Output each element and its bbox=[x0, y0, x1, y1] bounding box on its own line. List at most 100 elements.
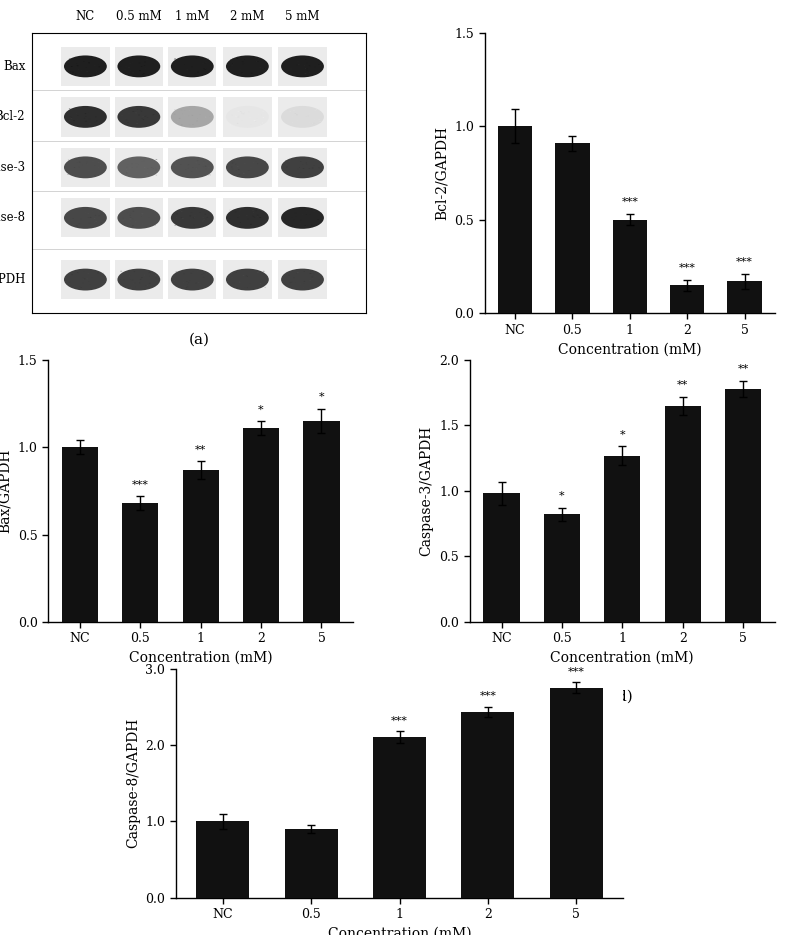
Bar bbox=[604, 455, 640, 622]
Ellipse shape bbox=[171, 156, 213, 179]
Text: ***: *** bbox=[736, 257, 753, 267]
Text: 2 mM: 2 mM bbox=[230, 10, 264, 22]
Text: Caspase-8: Caspase-8 bbox=[0, 211, 26, 224]
Text: Bax: Bax bbox=[3, 60, 26, 73]
X-axis label: Concentration (mM): Concentration (mM) bbox=[328, 927, 471, 935]
Y-axis label: Bcl-2/GAPDH: Bcl-2/GAPDH bbox=[435, 126, 449, 220]
Bar bbox=[665, 406, 701, 622]
Ellipse shape bbox=[281, 156, 324, 179]
Bar bbox=[62, 198, 109, 237]
Ellipse shape bbox=[226, 207, 268, 229]
Ellipse shape bbox=[281, 55, 324, 78]
Bar bbox=[114, 148, 163, 187]
Bar bbox=[278, 260, 327, 299]
Ellipse shape bbox=[117, 268, 161, 291]
Y-axis label: Bax/GAPDH: Bax/GAPDH bbox=[0, 449, 12, 533]
Text: **: ** bbox=[737, 365, 749, 374]
Bar bbox=[223, 148, 272, 187]
Bar bbox=[62, 260, 109, 299]
Text: Bcl-2: Bcl-2 bbox=[0, 110, 26, 123]
Ellipse shape bbox=[117, 156, 161, 179]
Bar bbox=[461, 712, 515, 898]
Text: 0.5 mM: 0.5 mM bbox=[116, 10, 161, 22]
Bar bbox=[278, 198, 327, 237]
Ellipse shape bbox=[64, 156, 107, 179]
Bar bbox=[284, 828, 338, 898]
Text: ***: *** bbox=[132, 480, 149, 490]
Text: ***: *** bbox=[679, 263, 696, 273]
Text: GAPDH: GAPDH bbox=[0, 273, 26, 286]
Bar bbox=[114, 198, 163, 237]
Bar bbox=[183, 470, 219, 622]
Bar bbox=[483, 494, 519, 622]
Bar bbox=[114, 97, 163, 137]
Text: ***: *** bbox=[479, 691, 496, 701]
Ellipse shape bbox=[281, 207, 324, 229]
Text: NC: NC bbox=[76, 10, 95, 22]
X-axis label: Concentration (mM): Concentration (mM) bbox=[558, 342, 702, 356]
Bar bbox=[62, 148, 109, 187]
Ellipse shape bbox=[171, 268, 213, 291]
Bar bbox=[223, 198, 272, 237]
X-axis label: Concentration (mM): Concentration (mM) bbox=[129, 651, 272, 665]
Text: **: ** bbox=[677, 381, 688, 390]
Ellipse shape bbox=[64, 268, 107, 291]
Ellipse shape bbox=[226, 268, 268, 291]
Text: ***: *** bbox=[568, 667, 585, 677]
Ellipse shape bbox=[226, 106, 268, 128]
Bar bbox=[114, 260, 163, 299]
Bar bbox=[278, 97, 327, 137]
Bar bbox=[304, 421, 340, 622]
Ellipse shape bbox=[64, 207, 107, 229]
Text: *: * bbox=[559, 492, 565, 501]
Bar bbox=[498, 126, 532, 313]
Ellipse shape bbox=[281, 106, 324, 128]
Bar bbox=[114, 47, 163, 86]
Bar bbox=[544, 514, 580, 622]
Bar bbox=[196, 821, 249, 898]
Text: (b): (b) bbox=[619, 386, 641, 400]
Ellipse shape bbox=[171, 207, 213, 229]
Ellipse shape bbox=[171, 55, 213, 78]
Ellipse shape bbox=[64, 55, 107, 78]
Text: (c): (c) bbox=[190, 690, 211, 704]
Ellipse shape bbox=[117, 207, 161, 229]
Bar bbox=[613, 220, 647, 313]
Text: *: * bbox=[258, 405, 264, 414]
Text: ***: *** bbox=[391, 715, 408, 726]
Bar bbox=[278, 47, 327, 86]
Bar bbox=[550, 687, 603, 898]
Ellipse shape bbox=[171, 106, 213, 128]
Y-axis label: Caspase-3/GAPDH: Caspase-3/GAPDH bbox=[419, 425, 434, 556]
Bar bbox=[168, 260, 217, 299]
Ellipse shape bbox=[281, 268, 324, 291]
Text: 1 mM: 1 mM bbox=[175, 10, 209, 22]
Text: (d): (d) bbox=[611, 690, 633, 704]
Bar bbox=[168, 148, 217, 187]
Bar bbox=[62, 97, 109, 137]
Bar bbox=[223, 47, 272, 86]
Bar bbox=[670, 285, 705, 313]
Bar bbox=[168, 47, 217, 86]
Bar bbox=[727, 281, 761, 313]
Text: **: ** bbox=[195, 445, 206, 454]
Text: *: * bbox=[619, 430, 625, 439]
Y-axis label: Caspase-8/GAPDH: Caspase-8/GAPDH bbox=[126, 718, 140, 848]
Text: *: * bbox=[319, 393, 324, 402]
Bar bbox=[278, 148, 327, 187]
Bar bbox=[168, 97, 217, 137]
Bar bbox=[168, 198, 217, 237]
Bar bbox=[62, 47, 109, 86]
Ellipse shape bbox=[117, 55, 161, 78]
Bar bbox=[223, 260, 272, 299]
Text: ***: *** bbox=[622, 197, 638, 207]
Ellipse shape bbox=[226, 55, 268, 78]
Bar bbox=[373, 737, 426, 898]
Ellipse shape bbox=[64, 106, 107, 128]
Bar bbox=[555, 143, 590, 313]
Ellipse shape bbox=[226, 156, 268, 179]
Bar bbox=[62, 447, 98, 622]
Bar bbox=[223, 97, 272, 137]
Text: (a): (a) bbox=[189, 333, 209, 347]
Text: 5 mM: 5 mM bbox=[285, 10, 320, 22]
